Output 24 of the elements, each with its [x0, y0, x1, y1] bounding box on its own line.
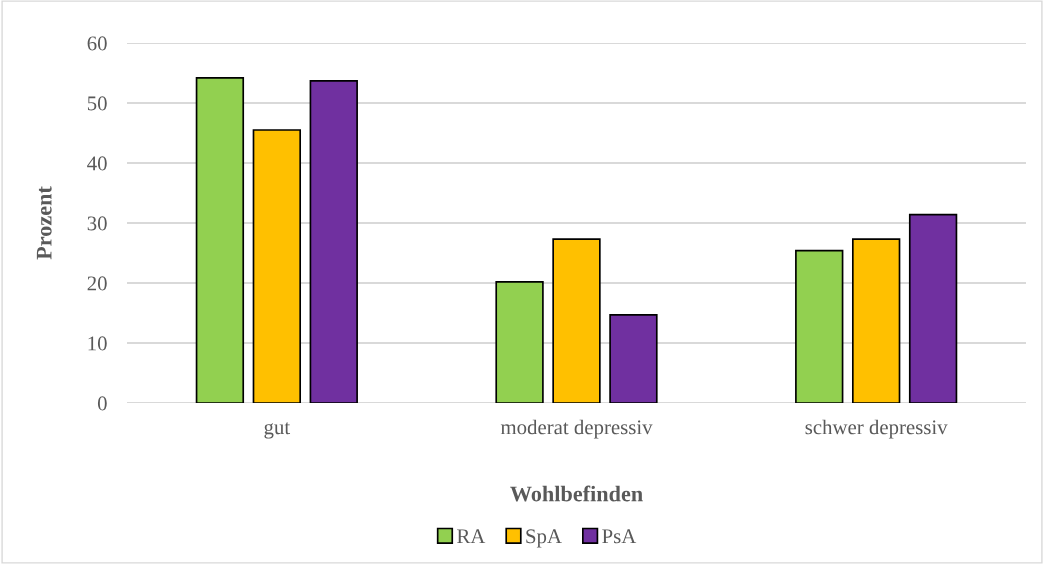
bar: [908, 213, 958, 403]
y-tick-label: 60: [87, 36, 107, 51]
y-axis-title: Prozent: [36, 186, 52, 260]
y-tick-label: 0: [97, 396, 107, 411]
x-tick-label: gut: [264, 422, 291, 439]
x-tick-label: moderat depressiv: [500, 419, 653, 439]
bar: [851, 238, 901, 403]
legend-label: SpA: [526, 529, 562, 548]
bar: [252, 129, 302, 403]
bar: [309, 79, 358, 403]
bar: [609, 313, 658, 403]
bar: [795, 249, 844, 403]
legend-label: PsA: [602, 529, 637, 544]
y-tick-label: 30: [87, 216, 107, 231]
y-tick-label: 20: [87, 276, 107, 291]
bar: [195, 76, 245, 403]
bar: [495, 280, 544, 403]
bar: [552, 238, 601, 403]
y-tick-label: 40: [87, 156, 107, 171]
x-tick-label: schwer depressiv: [805, 419, 948, 439]
y-tick-label: 10: [88, 336, 107, 351]
y-tick-label: 50: [87, 96, 107, 111]
x-axis-title: Wohlbefinden: [510, 485, 643, 502]
legend-label: RA: [457, 529, 486, 544]
